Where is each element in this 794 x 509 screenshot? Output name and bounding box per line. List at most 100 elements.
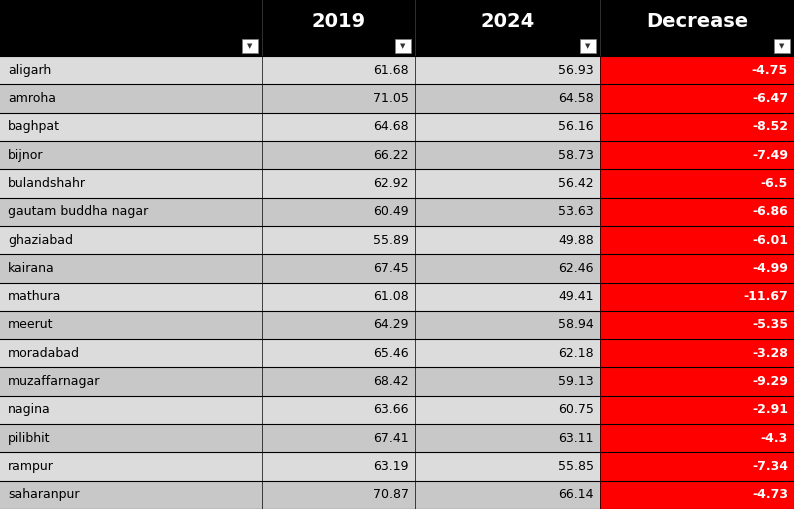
Text: ▼: ▼: [400, 43, 406, 49]
Bar: [600, 367, 794, 396]
Text: 64.68: 64.68: [373, 120, 409, 133]
Text: -9.29: -9.29: [752, 375, 788, 388]
Bar: [0, 311, 600, 339]
Bar: [600, 396, 794, 424]
Text: muzaffarnagar: muzaffarnagar: [8, 375, 100, 388]
Text: -3.28: -3.28: [752, 347, 788, 360]
Text: 58.94: 58.94: [558, 319, 594, 331]
Bar: [600, 141, 794, 169]
Text: bijnor: bijnor: [8, 149, 44, 161]
Text: -2.91: -2.91: [752, 404, 788, 416]
Text: -6.47: -6.47: [752, 92, 788, 105]
Bar: [600, 282, 794, 311]
Text: -11.67: -11.67: [743, 290, 788, 303]
Text: 58.73: 58.73: [558, 149, 594, 161]
Text: -6.86: -6.86: [752, 205, 788, 218]
Bar: [0, 84, 600, 112]
Text: kairana: kairana: [8, 262, 55, 275]
Bar: [0, 226, 600, 254]
Text: 71.05: 71.05: [373, 92, 409, 105]
Text: 60.49: 60.49: [373, 205, 409, 218]
Text: 63.19: 63.19: [373, 460, 409, 473]
Text: 63.11: 63.11: [558, 432, 594, 445]
Bar: [0, 453, 600, 480]
Bar: [600, 254, 794, 282]
Text: 67.41: 67.41: [373, 432, 409, 445]
Text: -5.35: -5.35: [752, 319, 788, 331]
Bar: [0, 282, 600, 311]
Bar: [600, 339, 794, 367]
Text: 56.42: 56.42: [558, 177, 594, 190]
Text: baghpat: baghpat: [8, 120, 60, 133]
Bar: [395, 39, 411, 53]
Text: Decrease: Decrease: [646, 12, 748, 31]
Bar: [0, 480, 600, 509]
Bar: [774, 39, 790, 53]
Bar: [600, 197, 794, 226]
Text: 49.88: 49.88: [558, 234, 594, 246]
Text: 59.13: 59.13: [558, 375, 594, 388]
Text: 62.92: 62.92: [373, 177, 409, 190]
Bar: [0, 141, 600, 169]
Text: -6.01: -6.01: [752, 234, 788, 246]
Text: aligarh: aligarh: [8, 64, 52, 77]
Text: 70.87: 70.87: [373, 488, 409, 501]
Text: bulandshahr: bulandshahr: [8, 177, 86, 190]
Text: -8.52: -8.52: [752, 120, 788, 133]
Text: 53.63: 53.63: [558, 205, 594, 218]
Text: nagina: nagina: [8, 404, 51, 416]
Bar: [0, 56, 600, 84]
Bar: [600, 480, 794, 509]
Bar: [0, 339, 600, 367]
Text: 56.16: 56.16: [558, 120, 594, 133]
Text: 66.22: 66.22: [373, 149, 409, 161]
Text: 68.42: 68.42: [373, 375, 409, 388]
Bar: [600, 112, 794, 141]
Text: -7.49: -7.49: [752, 149, 788, 161]
Text: 61.08: 61.08: [373, 290, 409, 303]
Bar: [600, 84, 794, 112]
Text: rampur: rampur: [8, 460, 54, 473]
Bar: [600, 424, 794, 453]
Bar: [0, 169, 600, 197]
Text: -4.3: -4.3: [761, 432, 788, 445]
Text: 60.75: 60.75: [558, 404, 594, 416]
Bar: [600, 311, 794, 339]
Text: -4.73: -4.73: [752, 488, 788, 501]
Text: 2024: 2024: [480, 12, 534, 31]
Bar: [580, 39, 596, 53]
Text: 55.85: 55.85: [558, 460, 594, 473]
Text: ghaziabad: ghaziabad: [8, 234, 73, 246]
Text: 64.58: 64.58: [558, 92, 594, 105]
Text: mathura: mathura: [8, 290, 61, 303]
Text: -6.5: -6.5: [761, 177, 788, 190]
Bar: [600, 56, 794, 84]
Text: 49.41: 49.41: [558, 290, 594, 303]
Text: 62.18: 62.18: [558, 347, 594, 360]
Text: 65.46: 65.46: [373, 347, 409, 360]
Text: -7.34: -7.34: [752, 460, 788, 473]
Bar: [600, 226, 794, 254]
Text: 56.93: 56.93: [558, 64, 594, 77]
Text: 67.45: 67.45: [373, 262, 409, 275]
Text: 66.14: 66.14: [558, 488, 594, 501]
Bar: [0, 254, 600, 282]
Text: ▼: ▼: [780, 43, 784, 49]
Text: meerut: meerut: [8, 319, 53, 331]
Text: -4.75: -4.75: [752, 64, 788, 77]
Text: 55.89: 55.89: [373, 234, 409, 246]
Text: 64.29: 64.29: [373, 319, 409, 331]
Bar: [0, 112, 600, 141]
Text: -4.99: -4.99: [752, 262, 788, 275]
Bar: [0, 197, 600, 226]
Bar: [0, 0, 794, 56]
Bar: [600, 453, 794, 480]
Text: moradabad: moradabad: [8, 347, 80, 360]
Text: 63.66: 63.66: [373, 404, 409, 416]
Text: 62.46: 62.46: [558, 262, 594, 275]
Text: gautam buddha nagar: gautam buddha nagar: [8, 205, 148, 218]
Text: 61.68: 61.68: [373, 64, 409, 77]
Text: amroha: amroha: [8, 92, 56, 105]
Text: pilibhit: pilibhit: [8, 432, 51, 445]
Text: ▼: ▼: [585, 43, 591, 49]
